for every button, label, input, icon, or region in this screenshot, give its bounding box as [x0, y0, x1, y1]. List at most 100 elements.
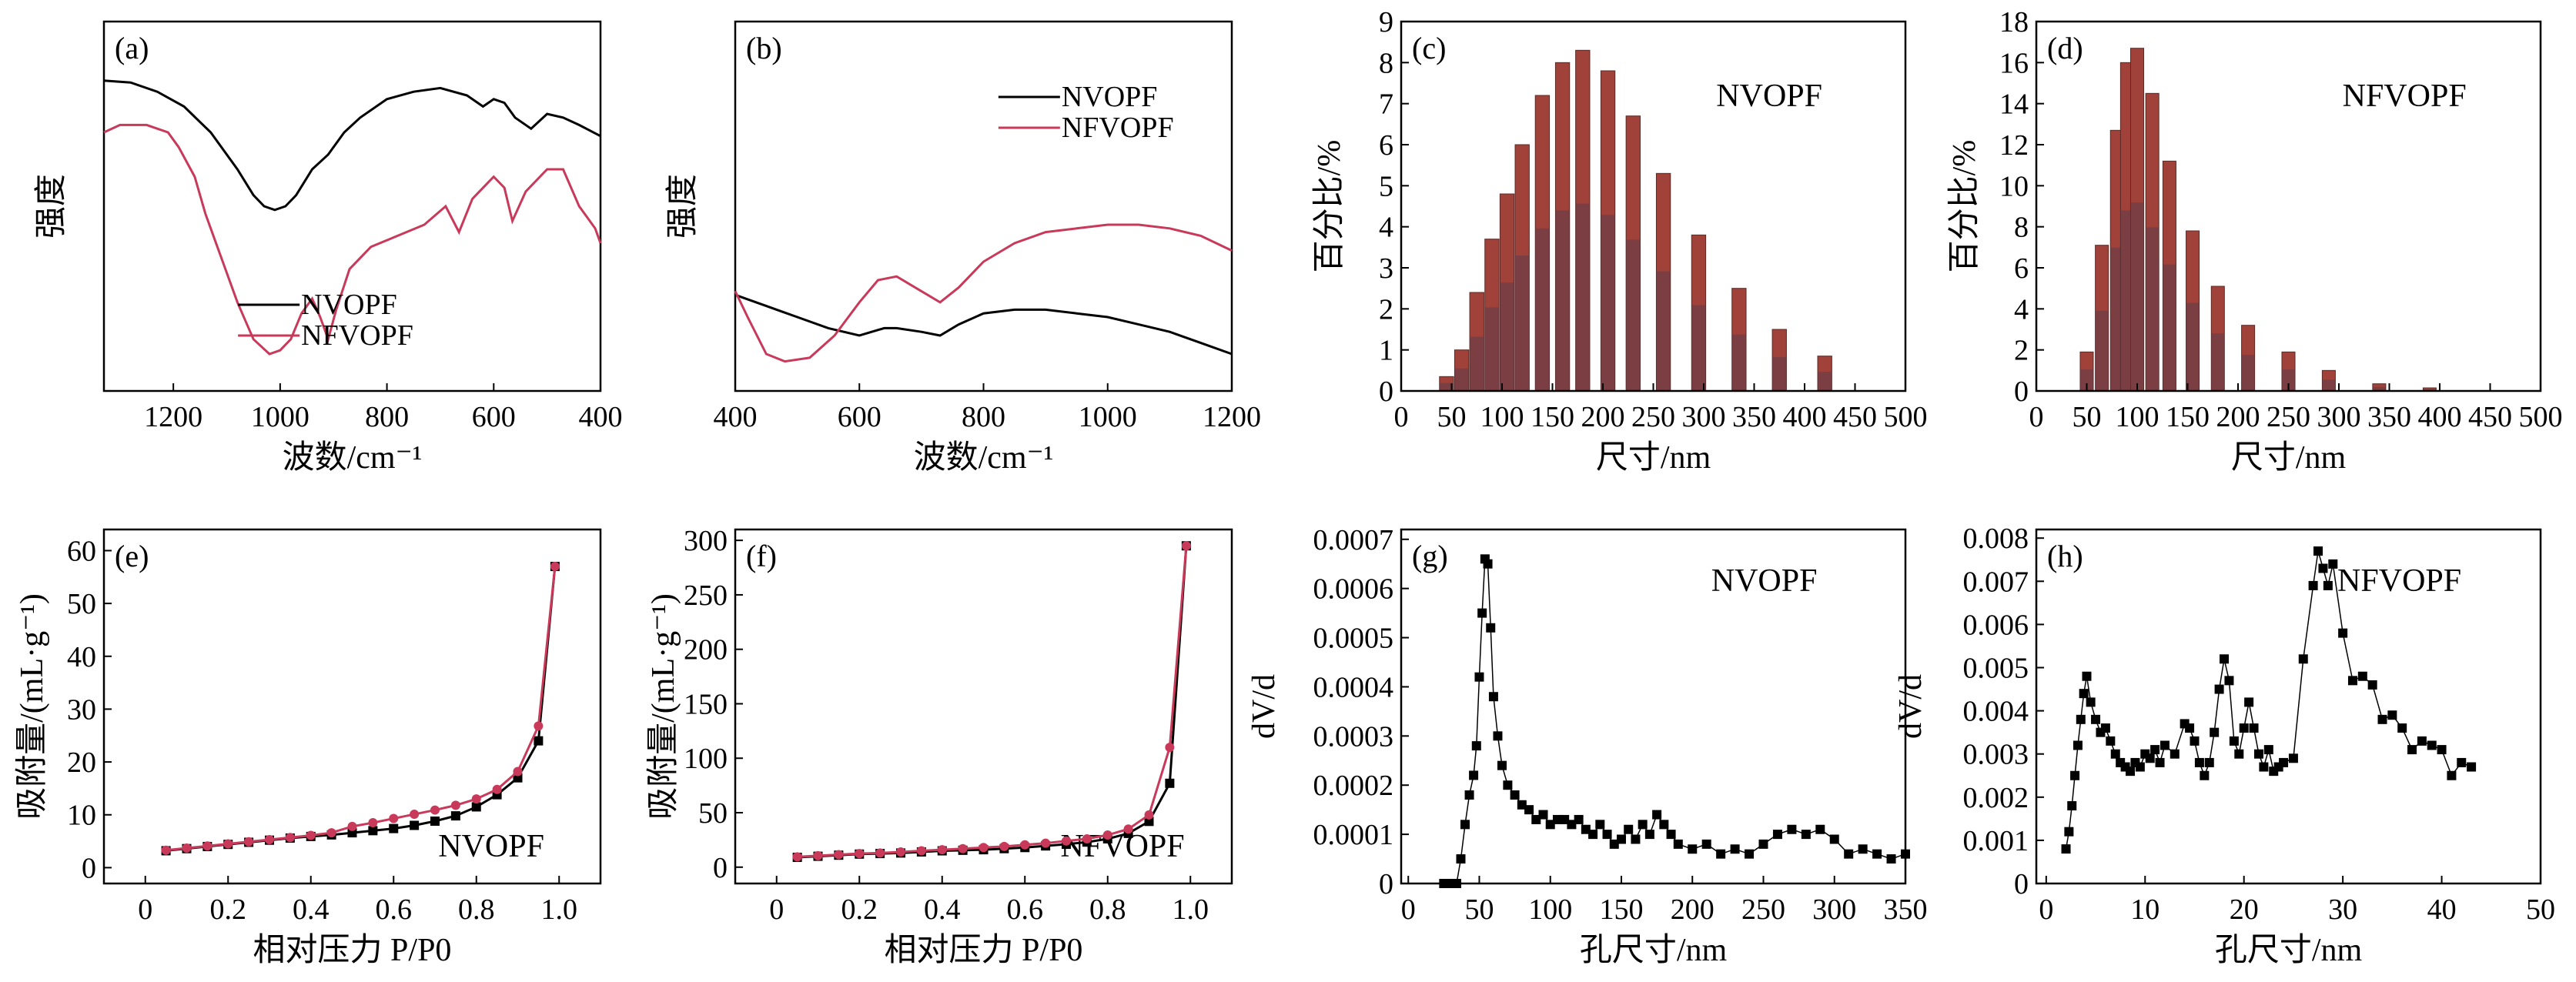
point-e-0-13 — [430, 816, 440, 826]
panel-label-c: (c) — [1412, 31, 1446, 65]
point-g-39 — [1659, 820, 1669, 830]
x-tick-label-b-0: 400 — [714, 401, 758, 433]
point-f-1-13 — [1062, 836, 1071, 846]
legend-label-a-1: NFVOPF — [301, 319, 413, 352]
y-tick-label-f-5: 250 — [684, 580, 728, 612]
y-tick-label-f-4: 200 — [684, 634, 728, 666]
point-h-40 — [2253, 749, 2263, 759]
point-e-0-14 — [450, 811, 460, 821]
series-line-f-0 — [797, 546, 1188, 859]
x-tick-label-f-3: 0.6 — [1007, 893, 1044, 926]
point-h-3 — [2070, 770, 2080, 780]
point-g-8 — [1471, 741, 1481, 751]
x-tick-label-a-0: 1200 — [144, 401, 202, 433]
point-e-0-12 — [410, 820, 420, 830]
plot-frame-h — [2035, 528, 2542, 885]
point-f-1-6 — [916, 846, 926, 856]
point-h-64 — [2447, 770, 2457, 780]
point-e-1-19 — [550, 562, 560, 572]
point-h-61 — [2417, 736, 2427, 746]
y-tick-label-g-7: 0.0007 — [1313, 524, 1394, 556]
x-tick-label-g-2: 100 — [1528, 893, 1572, 926]
panel-label-b: (b) — [746, 31, 782, 65]
x-tick-label-f-1: 0.2 — [841, 893, 878, 926]
point-e-0-15 — [471, 802, 481, 812]
point-f-1-19 — [1181, 541, 1191, 551]
point-h-18 — [2135, 762, 2145, 772]
y-axis-label-h: dV/d — [1893, 674, 1929, 739]
x-axis-label-e: 相对压力 P/P0 — [253, 933, 452, 968]
point-h-16 — [2126, 767, 2136, 777]
point-e-0-9 — [347, 828, 357, 838]
y-tick-label-g-0: 0 — [1379, 868, 1393, 900]
y-tick-label-g-4: 0.0004 — [1313, 671, 1394, 703]
point-f-1-11 — [1020, 840, 1030, 850]
y-tick-label-d-7: 14 — [1999, 89, 2029, 121]
legend-label-a-0: NVOPF — [301, 289, 397, 321]
point-h-28 — [2194, 757, 2204, 767]
bar-shade-c-10 — [1626, 239, 1641, 391]
point-h-1 — [2064, 827, 2074, 837]
x-tick-label-d-10: 500 — [2519, 401, 2563, 433]
y-axis-label-a: 强度 — [34, 174, 69, 239]
point-g-15 — [1493, 731, 1503, 741]
y-tick-label-e-0: 0 — [82, 852, 96, 884]
point-g-32 — [1609, 839, 1619, 849]
point-h-46 — [2288, 753, 2298, 763]
y-tick-label-e-4: 40 — [67, 641, 96, 673]
x-tick-label-c-5: 250 — [1631, 401, 1675, 433]
x-tick-label-g-7: 350 — [1884, 893, 1928, 926]
bar-shade-d-4 — [2130, 202, 2144, 391]
point-g-14 — [1488, 692, 1498, 702]
sample-annotation-d: NFVOPF — [2343, 78, 2467, 114]
point-e-1-1 — [182, 843, 192, 853]
sample-annotation-h: NFVOPF — [2337, 563, 2461, 599]
point-g-28 — [1581, 824, 1591, 834]
point-h-56 — [2367, 680, 2377, 690]
point-h-47 — [2298, 654, 2308, 664]
point-h-33 — [2220, 654, 2230, 664]
y-tick-label-e-1: 10 — [67, 800, 96, 832]
x-tick-label-c-4: 200 — [1581, 401, 1625, 433]
x-tick-label-g-1: 50 — [1464, 893, 1494, 926]
x-tick-label-e-2: 0.4 — [293, 893, 330, 926]
point-g-5 — [1460, 820, 1470, 830]
y-tick-label-h-2: 0.002 — [1963, 782, 2029, 814]
point-g-34 — [1624, 824, 1634, 834]
y-tick-label-h-1: 0.001 — [1963, 825, 2029, 857]
x-tick-label-g-4: 200 — [1671, 893, 1715, 926]
x-tick-label-h-5: 50 — [2526, 893, 2555, 926]
panel-c: 0 50 100 150 200 250 300 350 400 450 500 0 1 2 3 4 5 6 7 8 9… — [1312, 6, 1928, 476]
panel-h: 0 10 20 30 40 50 0 0.001 0.002 0.003 0.004 0.005 0.0… — [1893, 523, 2555, 968]
plot-frame-f — [734, 528, 1233, 885]
point-g-23 — [1545, 820, 1555, 830]
y-tick-label-h-3: 0.003 — [1963, 739, 2029, 771]
point-h-66 — [2467, 762, 2477, 772]
plot-frame-g — [1400, 528, 1907, 885]
point-g-30 — [1595, 820, 1605, 830]
point-g-57 — [1901, 849, 1910, 859]
point-g-56 — [1886, 854, 1896, 864]
point-g-25 — [1560, 814, 1570, 824]
y-tick-label-c-3: 3 — [1379, 252, 1393, 285]
point-g-54 — [1858, 844, 1868, 854]
bar-shade-d-9 — [2241, 355, 2255, 391]
x-axis-label-b: 波数/cm⁻¹ — [914, 440, 1054, 476]
point-h-8 — [2086, 697, 2096, 707]
y-tick-label-g-1: 0.0001 — [1313, 819, 1394, 851]
y-tick-label-f-1: 50 — [698, 797, 728, 830]
x-tick-label-a-2: 800 — [365, 401, 409, 433]
point-h-30 — [2204, 757, 2214, 767]
series-line-b-0 — [734, 293, 1233, 356]
point-f-0-18 — [1165, 778, 1175, 788]
point-e-0-17 — [513, 773, 523, 783]
bar-shade-d-12 — [2372, 386, 2386, 391]
y-tick-label-d-3: 6 — [2014, 252, 2029, 285]
point-h-52 — [2328, 559, 2338, 569]
y-tick-label-c-1: 1 — [1379, 335, 1393, 367]
point-g-4 — [1456, 854, 1466, 864]
point-f-0-17 — [1144, 817, 1154, 827]
panel-label-g: (g) — [1412, 539, 1448, 573]
y-tick-label-c-5: 5 — [1379, 170, 1393, 202]
